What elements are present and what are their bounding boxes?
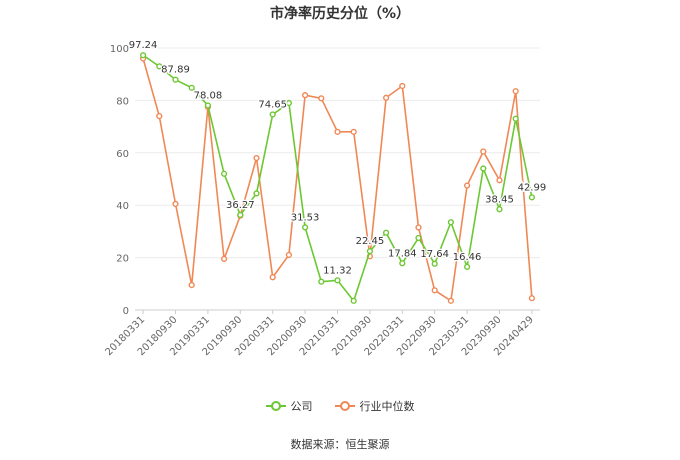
data-point: [204, 102, 212, 109]
data-point: [302, 224, 309, 231]
data-point: [415, 234, 422, 242]
data-label: 78.08: [194, 90, 223, 101]
data-point: [464, 182, 471, 189]
data-point: [399, 260, 406, 267]
series-layer: [140, 52, 536, 304]
legend-swatch: [265, 401, 286, 411]
data-label: 17.64: [420, 249, 449, 260]
data-point: [253, 154, 260, 162]
data-point: [383, 94, 390, 101]
y-tick-label: 80: [116, 96, 129, 107]
legend: 公司 行业中位数: [0, 398, 680, 414]
data-point: [350, 297, 357, 304]
y-tick-label: 100: [110, 44, 129, 55]
data-point: [237, 211, 244, 219]
data-point: [221, 255, 228, 263]
y-tick-label: 20: [116, 254, 129, 265]
legend-item[interactable]: 行业中位数: [334, 398, 415, 414]
data-point: [496, 177, 503, 184]
data-source-note: 数据来源：恒生聚源: [290, 438, 390, 451]
data-point: [221, 170, 228, 177]
data-point: [318, 95, 325, 102]
legend-swatch: [334, 401, 355, 411]
data-point: [269, 111, 276, 118]
data-point: [350, 128, 357, 135]
data-point: [464, 263, 471, 270]
data-point: [140, 52, 147, 59]
data-point: [512, 115, 519, 122]
data-point: [188, 84, 195, 91]
y-tick-label: 60: [116, 149, 129, 160]
data-point: [512, 88, 519, 95]
data-point: [302, 92, 309, 99]
data-point: [334, 277, 341, 284]
data-label: 97.24: [129, 40, 158, 51]
data-point: [156, 63, 163, 70]
data-point: [269, 274, 276, 281]
data-point: [528, 194, 536, 201]
data-point: [528, 295, 536, 302]
data-point: [431, 287, 438, 294]
data-point: [496, 206, 503, 213]
data-point: [334, 128, 341, 135]
data-label: 87.89: [161, 65, 190, 76]
data-point: [415, 224, 422, 231]
axis-layer: 0204060801002018033120180930201903312019…: [103, 44, 540, 358]
data-label: 36.27: [226, 200, 255, 211]
data-point: [253, 190, 260, 197]
data-point: [399, 82, 406, 90]
data-point: [480, 165, 487, 172]
data-label: 16.46: [453, 252, 482, 263]
data-label: 22.45: [356, 236, 385, 247]
data-point: [172, 200, 179, 207]
data-point: [285, 99, 293, 107]
data-label: 38.45: [485, 194, 514, 205]
data-label: 74.65: [258, 99, 287, 110]
data-label: 31.53: [291, 212, 320, 223]
y-tick-label: 40: [116, 201, 129, 212]
y-tick-label: 0: [123, 306, 129, 317]
data-point: [188, 282, 195, 289]
data-point: [431, 260, 438, 267]
data-point: [447, 297, 455, 304]
data-label: 11.32: [323, 265, 352, 276]
label-layer: 97.24 87.89 78.08 36.27 74.65 31.53 11.32 22.45…: [128, 39, 548, 278]
legend-item[interactable]: 公司: [265, 398, 313, 414]
data-point: [285, 251, 293, 259]
data-label: 17.84: [388, 248, 417, 259]
data-point: [366, 248, 374, 255]
data-point: [480, 148, 487, 155]
legend-label: 公司: [290, 400, 313, 413]
data-point: [172, 76, 179, 83]
legend-label: 行业中位数: [359, 400, 415, 413]
data-point: [318, 278, 325, 285]
data-point: [383, 229, 390, 236]
data-label: 42.99: [518, 182, 547, 193]
data-point: [447, 219, 455, 226]
data-point: [156, 113, 163, 120]
chart-title: 市净率历史分位（%）: [269, 6, 411, 22]
